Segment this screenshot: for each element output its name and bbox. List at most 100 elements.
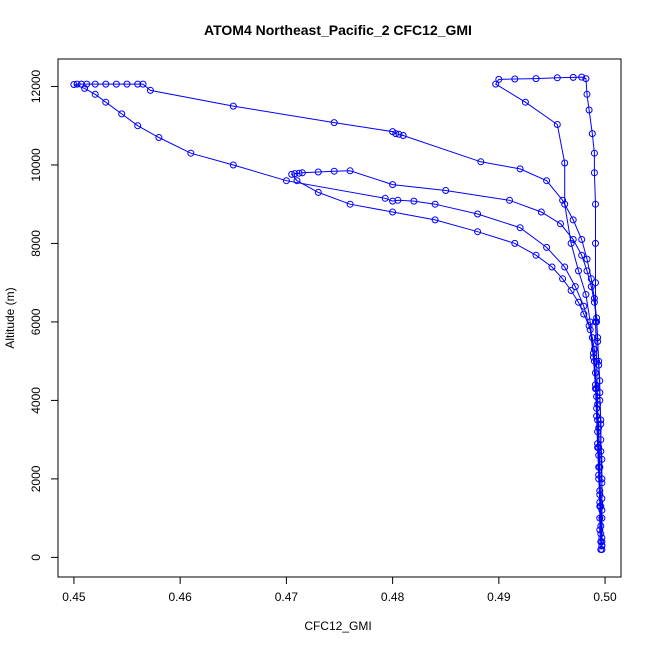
data-point (590, 169, 598, 177)
data-point (582, 75, 590, 83)
data-point (389, 181, 397, 189)
data-point (91, 80, 99, 88)
data-point (543, 243, 551, 251)
data-point (399, 132, 407, 139)
x-tick-label: 0.47 (275, 590, 299, 604)
data-point (410, 197, 418, 205)
data-point (112, 80, 120, 88)
data-point (557, 220, 564, 228)
data-point (394, 196, 402, 204)
data-point (595, 424, 603, 432)
data-point (73, 80, 81, 88)
data-point (553, 121, 561, 128)
data-point (597, 530, 605, 538)
data-point (585, 322, 593, 330)
data-point (330, 167, 338, 175)
data-point (596, 526, 604, 534)
data-point (511, 75, 519, 83)
data-point (314, 188, 322, 196)
data-point (346, 200, 354, 208)
data-point (597, 502, 605, 510)
data-point (553, 74, 561, 82)
data-point (492, 80, 500, 88)
data-point (589, 349, 597, 357)
data-point (586, 318, 594, 326)
data-point (582, 291, 590, 298)
data-point (575, 267, 582, 275)
data-point (288, 170, 296, 178)
data-point (561, 159, 569, 167)
data-point (293, 177, 301, 185)
y-tick-label: 8000 (29, 230, 43, 257)
data-point (593, 357, 601, 365)
data-point (291, 170, 299, 178)
data-point (506, 196, 513, 204)
data-point (592, 239, 599, 247)
data-point (532, 251, 540, 259)
data-point (70, 81, 78, 88)
data-point (567, 287, 575, 294)
data-point (596, 514, 604, 522)
data-point (330, 119, 338, 127)
data-point (569, 216, 577, 224)
x-tick-label: 0.49 (487, 590, 511, 604)
data-point (578, 251, 586, 259)
data-point (134, 122, 142, 130)
data-point (595, 361, 603, 369)
data-point (282, 177, 290, 185)
data-point (474, 210, 482, 218)
data-point (516, 165, 524, 173)
data-point (580, 310, 588, 318)
data-point (134, 80, 142, 88)
plot-frame (57, 58, 622, 578)
data-point (381, 194, 389, 202)
data-point (592, 279, 599, 287)
data-point (314, 168, 322, 176)
data-point (598, 546, 606, 553)
data-point (561, 200, 569, 208)
data-point (548, 263, 556, 271)
data-point (596, 463, 604, 471)
data-point (578, 73, 586, 81)
data-point (392, 130, 400, 138)
data-point (590, 345, 598, 353)
data-point (389, 208, 397, 216)
data-point (431, 200, 439, 208)
data-point (593, 385, 601, 393)
x-tick-label: 0.48 (381, 590, 405, 604)
data-point (83, 80, 91, 88)
data-point (431, 216, 439, 224)
data-point (593, 314, 601, 322)
data-point (597, 447, 605, 455)
data-point (593, 412, 601, 420)
data-point (102, 98, 110, 106)
data-point (495, 75, 503, 83)
data-point (567, 239, 575, 247)
series-1 (288, 167, 606, 553)
data-point (123, 80, 131, 88)
series-2 (70, 80, 606, 550)
data-point (585, 106, 593, 114)
series-line (73, 83, 603, 546)
data-point (590, 149, 598, 157)
data-point (395, 130, 403, 138)
data-point (146, 86, 154, 94)
data-point (532, 75, 540, 83)
data-point (592, 318, 599, 326)
data-point (587, 283, 595, 291)
data-point (578, 236, 586, 243)
series-line (290, 170, 603, 550)
data-point (229, 102, 237, 110)
x-tick-label: 0.50 (593, 590, 617, 604)
data-point (571, 283, 579, 291)
data-point (588, 130, 596, 138)
data-point (594, 334, 602, 342)
y-axis-label: Altitude (m) (3, 287, 17, 348)
series-line (494, 76, 603, 546)
x-tick-label: 0.45 (62, 590, 86, 604)
data-point (295, 169, 303, 177)
y-axis: 0 2000 4000 6000 8000 10000 12000 (29, 69, 59, 561)
data-point (583, 255, 591, 263)
x-axis: 0.45 0.46 0.47 0.48 0.49 0.50 (62, 576, 617, 604)
data-point (389, 197, 397, 205)
